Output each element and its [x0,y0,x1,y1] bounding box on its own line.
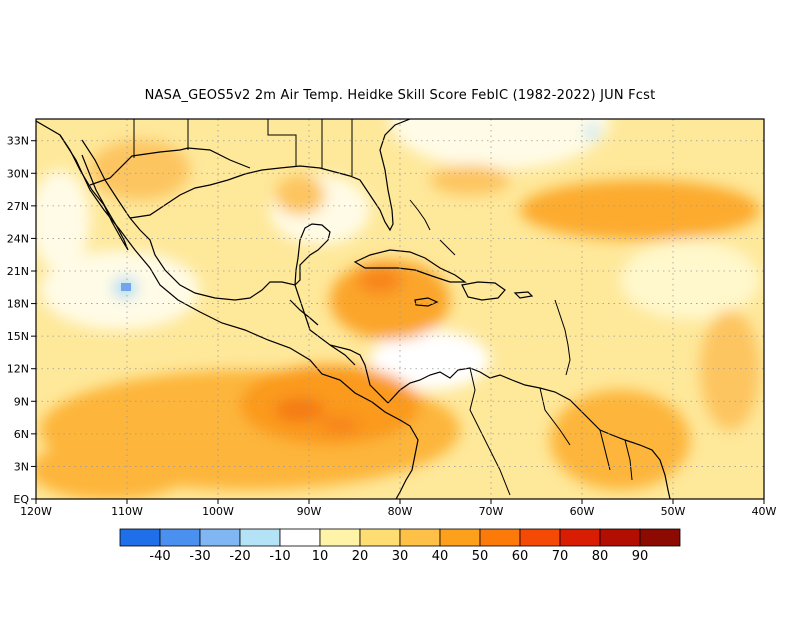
coastlines [36,119,671,499]
latitude-tick-label: 33N [7,135,29,148]
colorbar-label: 40 [432,549,449,564]
longitude-tick-label: 40W [752,505,777,518]
colorbar-label: 30 [392,549,409,564]
colorbar-swatch [559,528,601,547]
colorbar-swatch [519,528,561,547]
colorbar-label: -10 [269,549,290,564]
colorbar-label: 90 [632,549,649,564]
latitude-tick-label: EQ [13,493,29,506]
latitude-tick-label: 3N [14,460,29,473]
colorbar-label: -40 [149,549,170,564]
colorbar-swatch [639,528,681,547]
colorbar-swatch [599,528,641,547]
latitude-tick-label: 15N [7,330,29,343]
colorbar-swatch [199,528,241,547]
latitude-tick-label: 18N [7,298,29,311]
colorbar-swatch [239,528,281,547]
colorbar-label: 20 [352,549,369,564]
colorbar-swatch [399,528,441,547]
longitude-tick-label: 120W [20,505,52,518]
latitude-tick-label: 21N [7,265,29,278]
colorbar-swatch [319,528,361,547]
colorbar-swatch [159,528,201,547]
latitude-labels: EQ 3N 6N 9N 12N 15N 18N 21N 24N 27N 30N 33N [7,135,30,506]
longitude-tick-label: 70W [479,505,504,518]
longitude-tick-label: 50W [661,505,686,518]
latitude-tick-label: 12N [7,363,29,376]
colorbar-label: -20 [229,549,250,564]
latitude-tick-label: 24N [7,232,29,245]
latitude-tick-label: 27N [7,200,29,213]
colorbar-label: 10 [312,549,329,564]
longitude-tick-label: 110W [111,505,143,518]
colorbar-labels: -40 -30 -20 -10 10 20 30 40 50 60 70 80 90 [149,549,648,564]
longitude-tick-label: 100W [202,505,234,518]
colorbar-swatch [479,528,521,547]
colorbar-swatch [359,528,401,547]
skill-score-field [36,119,764,499]
longitude-labels: 120W 110W 100W 90W 80W 70W 60W 50W 40W [20,505,776,518]
colorbar-label: 70 [552,549,569,564]
colorbar-swatch [439,528,481,547]
map-title: NASA_GEOS5v2 2m Air Temp. Heidke Skill S… [144,88,656,103]
colorbar-label: 50 [472,549,489,564]
map-gridlines [36,119,764,499]
axis-ticks [31,140,765,504]
longitude-tick-label: 60W [570,505,595,518]
colorbar-swatch [279,528,321,547]
colorbar-swatch [119,528,161,547]
latitude-tick-label: 9N [14,395,29,408]
longitude-tick-label: 90W [297,505,322,518]
latitude-tick-label: 6N [14,428,29,441]
colorbar [119,528,681,547]
colorbar-label: -30 [189,549,210,564]
latitude-tick-label: 30N [7,167,29,180]
colorbar-label: 80 [592,549,609,564]
longitude-tick-label: 80W [388,505,413,518]
colorbar-label: 60 [512,549,529,564]
